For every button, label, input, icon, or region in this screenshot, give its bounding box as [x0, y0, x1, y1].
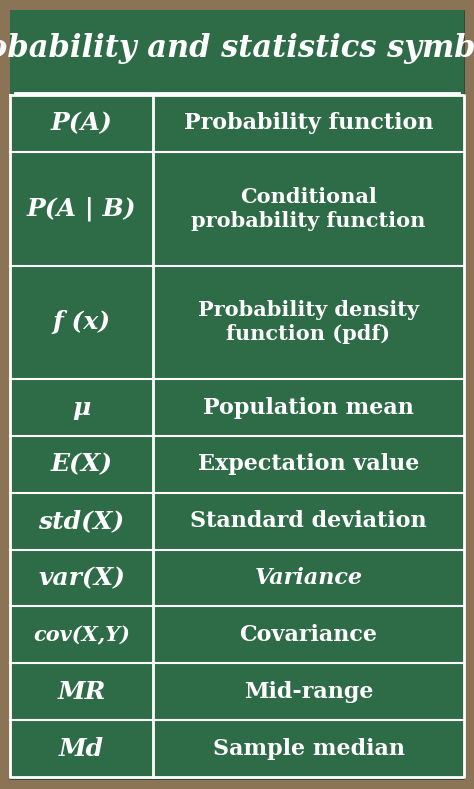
Text: Population mean: Population mean [203, 397, 414, 419]
Text: cov(X,Y): cov(X,Y) [33, 625, 130, 645]
Text: Sample median: Sample median [212, 738, 404, 760]
Bar [10, 95, 464, 777]
Text: Md: Md [59, 737, 104, 761]
Text: E(X): E(X) [50, 452, 112, 477]
Text: Variance: Variance [255, 567, 363, 589]
Text: Probability and statistics symbols: Probability and statistics symbols [0, 32, 474, 63]
Text: Standard deviation: Standard deviation [190, 510, 427, 533]
Text: P(A): P(A) [51, 111, 112, 136]
Text: Conditional
probability function: Conditional probability function [191, 187, 426, 230]
Text: Covariance: Covariance [239, 624, 377, 646]
Text: Probability density
function (pdf): Probability density function (pdf) [198, 301, 419, 344]
Text: μ: μ [73, 395, 91, 420]
Text: Mid-range: Mid-range [244, 681, 373, 703]
Text: P(A | B): P(A | B) [27, 196, 137, 221]
Text: std(X): std(X) [38, 509, 125, 533]
Text: var(X): var(X) [38, 566, 125, 590]
Text: MR: MR [57, 680, 106, 704]
Text: Expectation value: Expectation value [198, 454, 419, 476]
Text: f (x): f (x) [53, 310, 110, 335]
Text: Probability function: Probability function [184, 112, 433, 134]
